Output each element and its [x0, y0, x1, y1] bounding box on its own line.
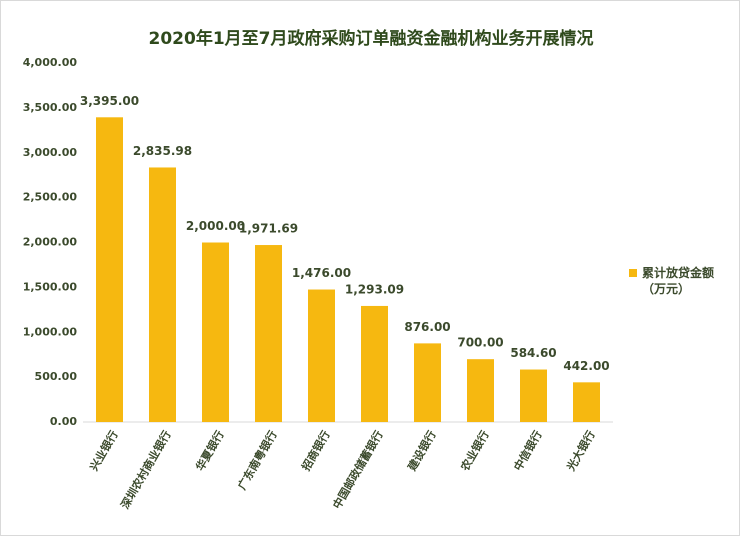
legend-swatch [629, 269, 637, 277]
y-tick-label: 3,500.00 [23, 101, 78, 114]
value-label: 584.60 [510, 346, 556, 360]
value-label: 876.00 [404, 320, 450, 334]
bar [96, 117, 123, 422]
x-tick-label: 招商银行 [299, 428, 333, 473]
legend-label: 累计放贷金额（万元） [642, 266, 715, 296]
y-tick-label: 2,000.00 [23, 236, 78, 249]
chart-title: 2020年1月至7月政府采购订单融资金融机构业务开展情况 [149, 28, 594, 49]
x-tick-label: 华夏银行 [193, 428, 227, 473]
x-tick-label: 农业银行 [457, 428, 492, 474]
bar [467, 359, 494, 422]
value-label: 1,971.69 [239, 222, 298, 236]
x-tick-label: 中国邮政储蓄银行 [330, 428, 386, 511]
y-tick-label: 500.00 [35, 370, 78, 383]
value-label: 2,835.98 [133, 144, 192, 158]
legend: 累计放贷金额（万元） [629, 265, 722, 297]
value-label: 442.00 [563, 359, 609, 373]
x-tick-label: 中信银行 [511, 428, 545, 473]
value-label: 1,293.09 [345, 282, 404, 296]
bar [255, 245, 282, 422]
bar [573, 382, 600, 422]
bar [520, 369, 547, 422]
x-tick-label: 建设银行 [405, 428, 439, 473]
x-tick-label: 光大银行 [563, 428, 598, 474]
y-tick-label: 2,500.00 [23, 191, 78, 204]
x-tick-label: 兴业银行 [87, 428, 121, 473]
y-tick-label: 3,000.00 [23, 146, 78, 159]
y-tick-label: 0.00 [50, 415, 77, 428]
value-label: 1,476.00 [292, 266, 351, 280]
x-tick-label: 深圳农村商业银行 [118, 428, 174, 511]
value-label: 700.00 [457, 336, 503, 350]
bar [361, 305, 388, 422]
y-tick-label: 1,000.00 [23, 325, 78, 338]
bar [202, 242, 229, 422]
bar [414, 343, 441, 422]
y-tick-label: 1,500.00 [23, 280, 78, 293]
bar [308, 289, 335, 422]
x-tick-label: 广东南粤银行 [235, 428, 280, 492]
bar [149, 167, 176, 422]
y-tick-label: 4,000.00 [23, 56, 78, 69]
value-label: 3,395.00 [80, 94, 139, 108]
value-label: 2,000.00 [186, 219, 245, 233]
